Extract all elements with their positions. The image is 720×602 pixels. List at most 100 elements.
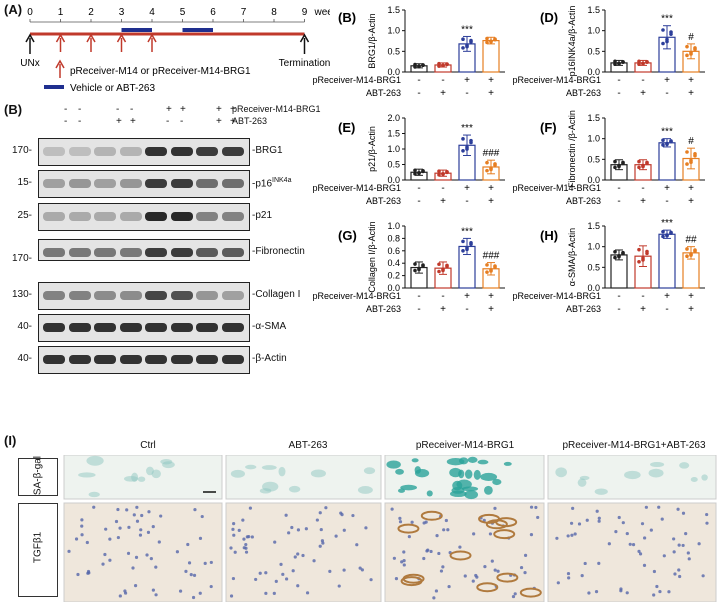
x-sign: + <box>488 75 494 86</box>
significance-label: *** <box>661 14 673 25</box>
x-sign: - <box>641 75 644 86</box>
data-point <box>437 169 441 174</box>
data-point <box>617 61 621 66</box>
data-point <box>693 248 697 252</box>
data-point <box>661 28 665 32</box>
unx-label: UNx <box>20 58 39 69</box>
panel-a-timeline: 0 1 2 3 4 5 6 7 8 9 weeks UNx Termination pReceiver-M… <box>20 7 330 94</box>
blot-band <box>68 248 91 257</box>
blot-protein-label: -α-SMA <box>252 321 287 332</box>
nucleus <box>474 573 478 578</box>
x-sign: + <box>440 88 446 99</box>
sa-bgal-stain <box>426 490 433 497</box>
nucleus <box>402 550 406 554</box>
sa-bgal-stain <box>146 466 154 476</box>
x-sign: - <box>617 291 620 302</box>
sa-bgal-stain <box>357 486 373 494</box>
nucleus <box>407 535 411 539</box>
nucleus <box>523 553 528 557</box>
nucleus <box>662 554 666 558</box>
nucleus <box>324 506 328 510</box>
nucleus <box>337 584 341 588</box>
x-sign: + <box>464 75 470 86</box>
data-point <box>689 160 693 165</box>
nucleus <box>573 532 577 536</box>
nucleus <box>244 550 249 554</box>
blot-sign: - <box>166 116 170 127</box>
sa-bgal-stain <box>245 464 257 470</box>
nucleus <box>146 530 151 534</box>
blot-sign: + <box>116 116 122 127</box>
data-point <box>469 138 473 143</box>
blot-band <box>68 355 91 364</box>
blot-mw-marker: 40- <box>17 353 32 364</box>
nucleus <box>472 532 476 536</box>
x-sign: + <box>640 304 646 315</box>
data-point <box>641 258 645 262</box>
nucleus <box>446 528 450 532</box>
nucleus <box>493 506 497 510</box>
nucleus <box>437 551 441 556</box>
nucleus <box>566 571 571 576</box>
week-tick-label: 3 <box>119 7 125 18</box>
data-point <box>413 168 417 173</box>
blot-sign: - <box>78 104 82 115</box>
data-point <box>637 159 641 164</box>
nucleus <box>103 552 107 557</box>
week-tick-label: 0 <box>27 7 33 18</box>
nucleus <box>672 550 676 554</box>
histology-tile <box>63 502 223 602</box>
nucleus <box>101 562 105 566</box>
blot-strip <box>38 239 250 261</box>
nucleus <box>583 561 587 566</box>
nucleus <box>640 522 645 526</box>
data-point <box>417 64 421 69</box>
nucleus <box>92 505 96 509</box>
nucleus <box>231 527 235 531</box>
nucleus <box>85 540 89 545</box>
nucleus <box>151 525 155 529</box>
nucleus <box>585 518 589 522</box>
nucleus <box>229 546 233 550</box>
nucleus <box>529 533 534 537</box>
nucleus <box>184 569 188 574</box>
blot-protein-label: -p21 <box>252 210 273 221</box>
x-sign: + <box>688 196 694 207</box>
blot-sign: + <box>230 116 236 127</box>
nucleus <box>390 507 394 511</box>
nucleus <box>614 530 618 534</box>
tgfb1-stain <box>420 510 443 521</box>
blot-sign: - <box>78 116 82 127</box>
x-sign: + <box>488 196 494 207</box>
sa-bgal-stain <box>397 488 405 493</box>
sa-bgal-stain <box>310 469 326 478</box>
blot-band <box>145 212 167 221</box>
nucleus <box>625 591 629 595</box>
injection-arrowhead <box>86 33 96 43</box>
week-tick-label: 5 <box>180 7 186 18</box>
chart-letter: (D) <box>540 10 558 25</box>
data-point <box>413 268 417 273</box>
blot-band <box>170 212 193 221</box>
y-axis-label: α-SMA/β-Actin <box>567 228 577 286</box>
nucleus <box>187 561 192 565</box>
histology-tile <box>547 502 717 602</box>
data-point <box>637 59 641 64</box>
data-point <box>465 147 469 151</box>
sa-bgal-stain <box>261 465 277 470</box>
blot-band <box>145 323 167 332</box>
blot-band <box>170 323 193 332</box>
y-tick-label: 0.5 <box>587 154 600 164</box>
x-row-label: pReceiver-M14-BRG1 <box>512 75 601 85</box>
y-tick-label: 0.0 <box>587 67 600 77</box>
sa-bgal-stain <box>395 468 404 475</box>
nucleus <box>660 517 664 521</box>
blot-band <box>119 212 142 221</box>
nucleus <box>607 542 611 546</box>
significance-label: *** <box>461 226 473 237</box>
nucleus <box>658 589 662 594</box>
nucleus <box>318 511 322 515</box>
nucleus <box>439 569 444 573</box>
data-point <box>417 267 421 272</box>
blot-band <box>119 248 142 257</box>
